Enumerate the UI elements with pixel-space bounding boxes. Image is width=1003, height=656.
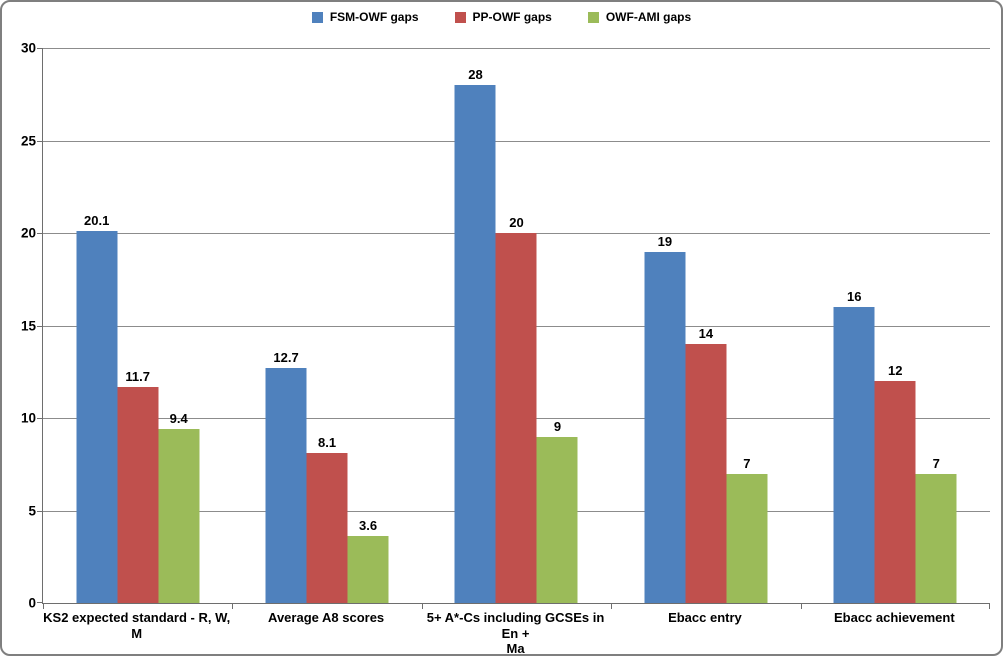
legend-item-label: PP-OWF gaps <box>472 10 552 24</box>
x-axis-tick <box>232 604 234 609</box>
bar-data-label: 9 <box>553 418 562 434</box>
bar: 28 <box>454 67 496 603</box>
bar: 9 <box>536 419 578 603</box>
category-label: 5+ A*-Cs including GCSEs in En + Ma <box>426 610 605 656</box>
plot-area: 20.1 11.7 9.4 12.7 8.1 3.6 28 20 9 19 14 7 16 12 7 <box>37 48 990 609</box>
bar-data-label: 7 <box>932 455 940 471</box>
bar-data-label: 20 <box>509 215 524 230</box>
bar-row: 16 12 7 <box>833 48 957 603</box>
y-axis-tick-label: 30 <box>20 40 36 56</box>
y-axis-labels: 0 5 10 15 20 25 30 <box>0 41 36 611</box>
legend-swatch-icon <box>587 11 599 23</box>
bar: 20 <box>495 215 537 603</box>
bar-data-label: 20.1 <box>84 213 110 229</box>
y-axis-tick-label: 15 <box>20 318 36 333</box>
gridline <box>43 140 990 142</box>
bar-data-label: 3.6 <box>359 518 378 534</box>
bar-data-label: 11.7 <box>125 368 150 384</box>
legend-swatch-icon <box>454 11 466 23</box>
bar-row: 19 14 7 <box>644 48 768 603</box>
bar: 8.1 <box>306 435 348 603</box>
y-axis-tick <box>37 233 42 235</box>
x-axis-tick <box>800 604 802 609</box>
y-axis-tick <box>37 140 42 142</box>
bar: 16 <box>833 289 875 603</box>
bar: 20.1 <box>76 213 118 603</box>
category-group: 28 20 9 <box>422 48 611 603</box>
bar-data-label: 9.4 <box>169 411 188 427</box>
bar: 14 <box>685 326 727 603</box>
bar: 12.7 <box>265 350 307 603</box>
bar: 3.6 <box>347 518 389 603</box>
bar: 7 <box>915 456 957 603</box>
category-group: 19 14 7 <box>611 48 800 603</box>
bar: 12 <box>874 363 916 603</box>
category-group: 16 12 7 <box>801 48 990 603</box>
bar: 7 <box>726 456 768 603</box>
legend-item: PP-OWF gaps <box>454 10 552 24</box>
category-group: 12.7 8.1 3.6 <box>232 48 421 603</box>
y-axis-tick-label: 20 <box>20 225 36 241</box>
bar-data-label: 8.1 <box>318 435 337 451</box>
legend: FSM-OWF gaps PP-OWF gaps OWF-AMI gaps <box>0 10 1003 24</box>
bar-data-label: 19 <box>657 233 673 249</box>
x-axis-category-labels: KS2 expected standard - R, W, M Average A… <box>42 610 989 656</box>
y-axis-tick <box>37 510 42 512</box>
bar-data-label: 14 <box>698 326 714 341</box>
legend-item-label: FSM-OWF gaps <box>329 10 419 24</box>
bar: 19 <box>644 234 686 603</box>
bar-data-label: 16 <box>847 289 862 304</box>
bar-data-label: 28 <box>468 67 483 82</box>
y-axis-tick-label: 25 <box>20 133 36 148</box>
y-axis-tick-label: 0 <box>28 595 36 611</box>
x-axis-tick <box>611 604 613 609</box>
category-label: Ebacc entry <box>668 610 742 625</box>
y-axis-tick <box>37 418 42 420</box>
category-label: Ebacc achievement <box>833 610 955 625</box>
x-axis-tick <box>43 604 44 609</box>
legend-swatch-icon <box>311 11 323 23</box>
bar-row: 28 20 9 <box>454 48 578 603</box>
y-axis-tick <box>37 48 42 49</box>
bar-data-label: 7 <box>743 455 751 471</box>
x-axis-tick <box>421 604 423 609</box>
bar: 9.4 <box>158 411 200 603</box>
gridline <box>43 48 990 49</box>
x-axis-tick <box>989 604 990 609</box>
category-label: Average A8 scores <box>268 610 385 625</box>
y-axis-tick-label: 5 <box>28 503 36 518</box>
bar-row: 20.1 11.7 9.4 <box>76 48 200 603</box>
y-axis-tick <box>37 325 42 327</box>
bar-data-label: 12.7 <box>273 350 299 366</box>
bar-row: 12.7 8.1 3.6 <box>265 48 389 603</box>
bar: 11.7 <box>117 369 159 603</box>
y-axis-tick-label: 10 <box>20 410 36 426</box>
y-axis-tick <box>37 602 42 603</box>
legend-item: OWF-AMI gaps <box>587 10 692 24</box>
category-label: KS2 expected standard - R, W, M <box>43 610 231 641</box>
category-group: 20.1 11.7 9.4 <box>43 48 232 603</box>
legend-item-label: OWF-AMI gaps <box>605 10 692 24</box>
bar-data-label: 12 <box>888 363 903 378</box>
legend-item: FSM-OWF gaps <box>311 10 419 24</box>
